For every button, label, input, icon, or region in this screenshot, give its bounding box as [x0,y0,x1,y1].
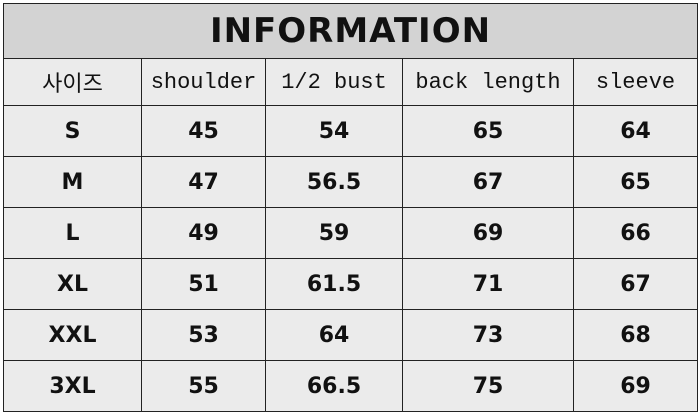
cell-sleeve: 64 [572,105,699,157]
cell-bust: 66.5 [265,360,403,412]
table-row: L 49 59 69 66 [3,207,699,259]
cell-size: L [3,207,142,259]
cell-back-length: 69 [402,207,574,259]
cell-back-length: 67 [402,156,574,208]
table-row: 3XL 55 66.5 75 69 [3,360,699,412]
table-title: INFORMATION [2,3,699,59]
header-row: 사이즈 shoulder 1/2 bust back length sleeve [3,58,699,106]
cell-shoulder: 45 [141,105,266,157]
cell-sleeve: 66 [572,207,699,259]
cell-bust: 56.5 [265,156,403,208]
cell-back-length: 65 [402,105,574,157]
cell-shoulder: 55 [141,360,266,412]
cell-bust: 64 [265,309,403,361]
cell-bust: 54 [265,105,403,157]
cell-bust: 61.5 [265,258,403,310]
cell-back-length: 71 [402,258,574,310]
cell-sleeve: 65 [572,156,699,208]
cell-shoulder: 51 [141,258,266,310]
header-shoulder: shoulder [141,58,266,106]
header-sleeve: sleeve [572,58,699,106]
cell-shoulder: 49 [141,207,266,259]
cell-back-length: 75 [402,360,574,412]
cell-size: S [3,105,142,157]
cell-size: XXL [3,309,142,361]
header-size: 사이즈 [3,58,142,106]
cell-size: M [3,156,142,208]
cell-sleeve: 68 [572,309,699,361]
cell-sleeve: 69 [572,360,699,412]
cell-sleeve: 67 [572,258,699,310]
size-chart-table: INFORMATION 사이즈 shoulder 1/2 bust back l… [2,3,699,412]
table-row: XXL 53 64 73 68 [3,309,699,361]
header-back-length: back length [402,58,574,106]
cell-shoulder: 53 [141,309,266,361]
header-bust: 1/2 bust [265,58,403,106]
table-row: M 47 56.5 67 65 [3,156,699,208]
cell-shoulder: 47 [141,156,266,208]
cell-size: 3XL [3,360,142,412]
table-row: S 45 54 65 64 [3,105,699,157]
cell-back-length: 73 [402,309,574,361]
table-row: XL 51 61.5 71 67 [3,258,699,310]
cell-size: XL [3,258,142,310]
cell-bust: 59 [265,207,403,259]
